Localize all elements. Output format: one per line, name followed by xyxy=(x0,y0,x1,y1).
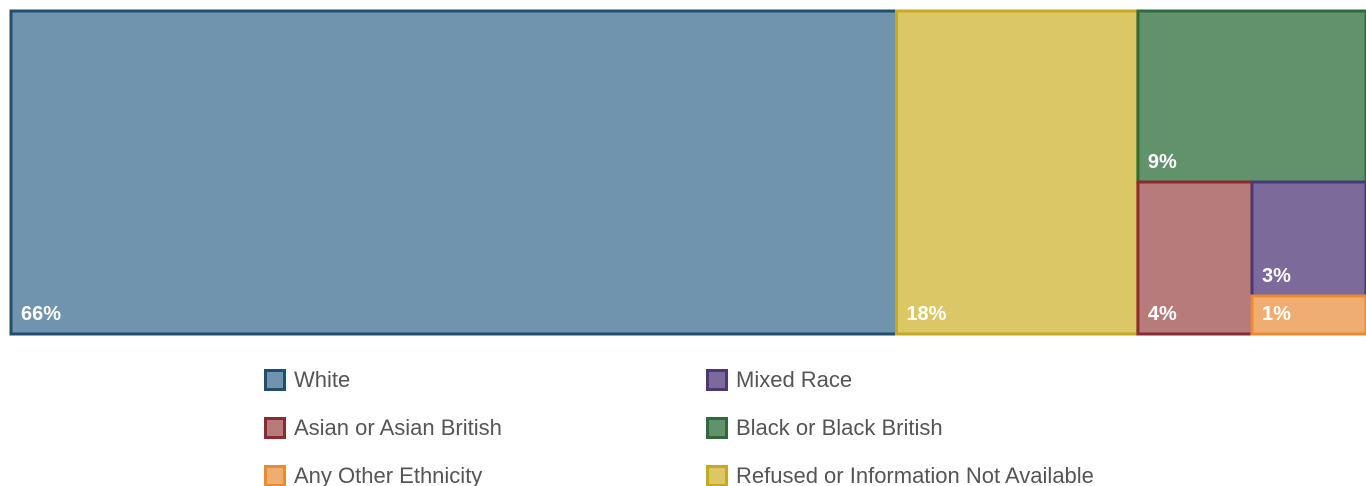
legend-label: Refused or Information Not Available xyxy=(736,463,1094,486)
legend-swatch xyxy=(264,465,286,486)
legend-swatch xyxy=(264,417,286,439)
treemap-cell xyxy=(1136,9,1366,184)
legend-swatch xyxy=(706,369,728,391)
value-label: 3% xyxy=(1262,265,1291,287)
value-label: 18% xyxy=(906,303,946,325)
legend-swatch xyxy=(706,417,728,439)
treemap-cell xyxy=(894,9,1140,336)
legend-swatch xyxy=(706,465,728,486)
value-label: 1% xyxy=(1262,303,1291,325)
value-label: 66% xyxy=(21,303,61,325)
legend-label: Mixed Race xyxy=(736,367,852,392)
value-label: 4% xyxy=(1148,303,1177,325)
legend-label: White xyxy=(294,367,350,392)
legend-swatch xyxy=(264,369,286,391)
legend-label: Asian or Asian British xyxy=(294,415,502,440)
legend-label: Any Other Ethnicity xyxy=(294,463,482,486)
legend-label: Black or Black British xyxy=(736,415,943,440)
treemap-cell xyxy=(1136,180,1254,336)
value-label: 9% xyxy=(1148,151,1177,173)
treemap-cell xyxy=(9,9,898,336)
